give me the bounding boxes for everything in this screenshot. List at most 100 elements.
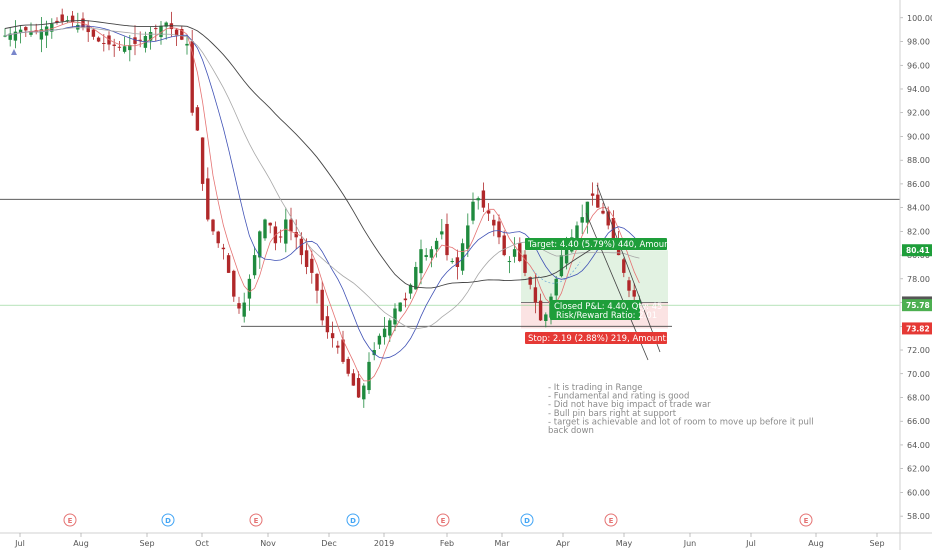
candle-body — [476, 198, 480, 201]
candle-body — [538, 300, 543, 321]
candle-body — [112, 44, 116, 46]
candle-body — [336, 345, 340, 348]
trendline — [596, 184, 661, 353]
candle-body — [18, 29, 23, 34]
x-tick-label: Sep — [139, 539, 154, 548]
x-tick-label: Nov — [260, 539, 276, 548]
x-tick-label: Aug — [808, 539, 824, 548]
y-tick-label: 62.00 — [907, 465, 930, 474]
stop-label: Stop: 2.19 (2.88%) 219, Amount: 9901.45 — [528, 334, 707, 344]
candle-body — [455, 257, 460, 267]
candle-body — [70, 15, 75, 23]
y-tick-label: 70.00 — [907, 370, 930, 379]
candle-body — [310, 258, 314, 273]
candle-body — [585, 201, 590, 223]
event-letter: D — [165, 517, 171, 525]
event-letter: D — [350, 517, 356, 525]
candle-body — [627, 280, 631, 291]
analysis-notes: - It is trading in Range- Fundamental an… — [548, 383, 814, 436]
x-tick-label: Feb — [440, 539, 454, 548]
y-tick-label: 68.00 — [907, 393, 930, 402]
candle-body — [206, 178, 210, 220]
position-labels: Target: 4.40 (5.79%) 440, Amount: 10198 C… — [525, 238, 707, 344]
candle-body — [304, 250, 309, 267]
candle-body — [128, 45, 132, 51]
candle-body — [346, 358, 350, 374]
price-tag-bg — [902, 322, 932, 335]
signal-triangle-icon — [11, 49, 17, 55]
candle-body — [429, 249, 434, 258]
y-tick-label: 90.00 — [907, 132, 930, 141]
target-label: Target: 4.40 (5.79%) 440, Amount: 10198 — [527, 240, 705, 250]
candle-body — [91, 29, 96, 37]
candle-body — [533, 287, 538, 303]
candle-body — [528, 277, 532, 285]
candle-body — [284, 219, 288, 244]
candle-body — [632, 290, 636, 297]
candle-body — [502, 235, 506, 256]
candle-body — [408, 284, 413, 294]
y-tick-label: 88.00 — [907, 156, 930, 165]
candle-body — [185, 43, 189, 46]
closed-label-bg — [550, 300, 640, 320]
y-tick-label: 84.00 — [907, 204, 930, 213]
candle-body — [221, 247, 226, 250]
candle-body — [65, 20, 70, 22]
candle-body — [466, 225, 470, 249]
y-tick-label: 72.00 — [907, 346, 930, 355]
event-letter: E — [609, 517, 614, 525]
candle-body — [424, 255, 428, 257]
price-tag: 73.82 — [906, 324, 930, 333]
x-tick-label: Jul — [14, 539, 25, 548]
dividend-marker — [346, 513, 360, 527]
candle-body — [382, 328, 387, 338]
stop-label-bg — [525, 332, 667, 344]
candle-body — [138, 39, 142, 41]
candle-body — [497, 221, 501, 238]
price-tag: 80.41 — [906, 246, 930, 255]
candle-body — [29, 31, 33, 35]
y-tick-label: 60.00 — [907, 488, 930, 497]
x-tick-label: Jun — [683, 539, 697, 548]
candle-body — [481, 190, 486, 208]
y-tick-label: 92.00 — [907, 109, 930, 118]
candle-body — [76, 24, 80, 30]
note-line: - target is achievable and lot of room t… — [548, 417, 814, 427]
horizontal-levels — [0, 198, 900, 327]
candle-body — [611, 217, 616, 244]
moving-average-line — [4, 20, 640, 289]
note-line: - Bull pin bars right at support — [548, 409, 677, 419]
candle-body — [445, 223, 449, 256]
event-letter: E — [68, 517, 73, 525]
candle-body — [226, 255, 231, 273]
candle-body — [450, 261, 454, 263]
x-axis: Jul Aug Sep Oct Nov Dec 2019 Feb Mar Apr May Jun Jul… — [0, 532, 932, 548]
y-tick-label: 66.00 — [907, 417, 930, 426]
x-tick-label: May — [616, 539, 633, 548]
earnings-marker — [63, 513, 77, 527]
price-tag-bg — [902, 244, 932, 257]
candle-body — [393, 308, 397, 325]
candle-body — [268, 222, 272, 226]
candle-body — [601, 210, 605, 214]
price-tag: 75.78 — [906, 301, 930, 310]
candle-body — [580, 217, 584, 223]
candle-body — [195, 107, 200, 131]
candle-body — [174, 29, 179, 36]
candle-body — [559, 255, 564, 277]
candle-body — [164, 22, 168, 27]
candle-body — [13, 31, 18, 41]
candle-body — [148, 32, 153, 41]
candle-body — [263, 219, 267, 239]
candle-body — [24, 27, 28, 31]
candle-body — [102, 42, 106, 44]
candle-body — [388, 320, 392, 336]
candle-body — [258, 231, 262, 258]
candle-body — [278, 236, 283, 238]
candle-body — [60, 14, 64, 22]
candle-body — [180, 29, 184, 40]
closed-pnl-label: Closed P&L: 4.40, Qty: 45 — [554, 302, 662, 312]
x-tick-label: Sep — [869, 539, 884, 548]
x-tick-label: Jul — [745, 539, 756, 548]
